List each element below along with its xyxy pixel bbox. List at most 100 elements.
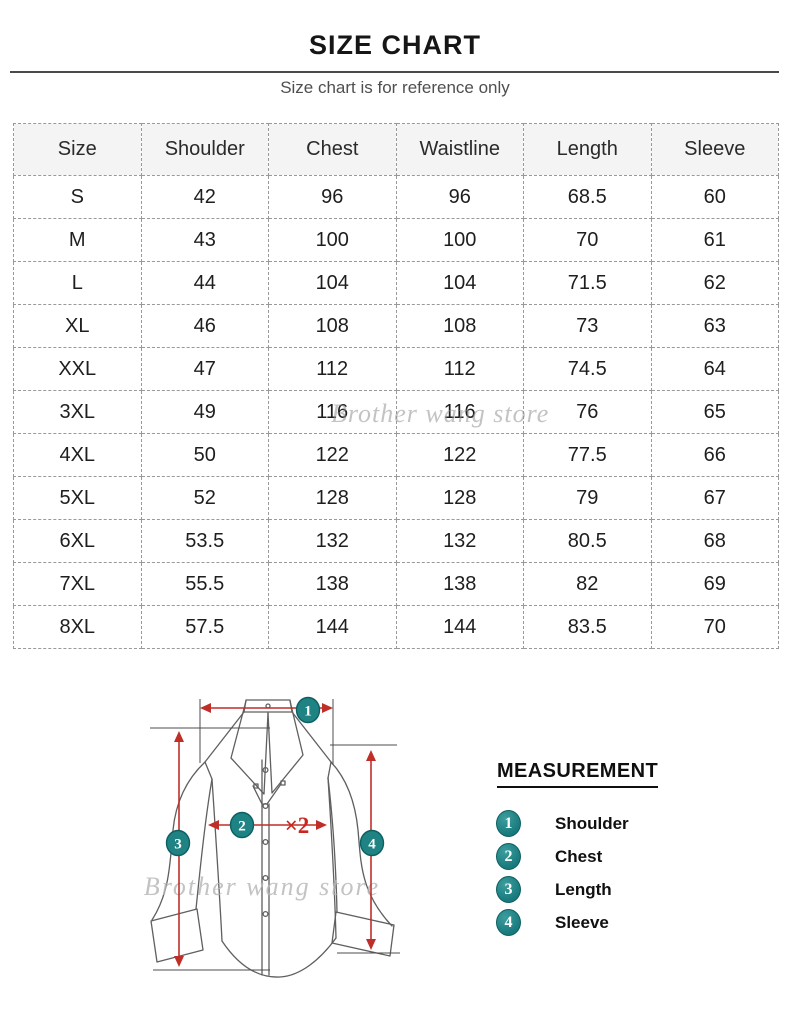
column-header-length: Length xyxy=(523,123,652,176)
table-row: 5XL 52 128 128 79 67 xyxy=(13,476,779,520)
table-cell: 70 xyxy=(650,605,779,649)
table-cell: 104 xyxy=(395,261,524,305)
table-cell: 55.5 xyxy=(140,562,269,606)
table-row: 6XL 53.5 132 132 80.5 68 xyxy=(13,519,779,563)
table-row: M 43 100 100 70 61 xyxy=(13,218,779,262)
page-title: SIZE CHART xyxy=(309,30,481,60)
table-cell: 108 xyxy=(395,304,524,348)
table-cell: 50 xyxy=(140,433,269,477)
table-cell: 66 xyxy=(650,433,779,477)
table-cell: 83.5 xyxy=(523,605,652,649)
svg-text:4: 4 xyxy=(368,837,376,853)
table-cell: 62 xyxy=(650,261,779,305)
watermark-diagram: Brother wang store xyxy=(144,872,380,901)
table-cell: 68 xyxy=(650,519,779,563)
size-table: Size Shoulder Chest Waistline Length Sle… xyxy=(13,123,779,649)
badge-4-sleeve: 4 xyxy=(359,829,385,857)
table-cell: XL xyxy=(13,304,142,348)
table-cell: 52 xyxy=(140,476,269,520)
table-cell: 57.5 xyxy=(140,605,269,649)
table-cell: 116 xyxy=(268,390,397,434)
badge-2-chest: 2 xyxy=(229,811,255,839)
svg-text:1: 1 xyxy=(304,704,312,720)
measurement-legend: 1 Shoulder 2 Chest 3 Length 4 Sleeve xyxy=(496,810,629,942)
table-cell: L xyxy=(13,261,142,305)
table-cell: 69 xyxy=(650,562,779,606)
table-cell: 63 xyxy=(650,304,779,348)
table-cell: 82 xyxy=(523,562,652,606)
table-cell: 68.5 xyxy=(523,175,652,219)
extension-lines xyxy=(150,699,400,971)
header-divider xyxy=(10,71,779,73)
table-cell: 8XL xyxy=(13,605,142,649)
legend-label-length: Length xyxy=(555,879,612,899)
diagram-badges: 1 2 3 4 xyxy=(165,696,385,857)
table-header-row: Size Shoulder Chest Waistline Length Sle… xyxy=(13,123,779,176)
table-cell: 53.5 xyxy=(140,519,269,563)
column-header-size: Size xyxy=(13,123,142,176)
table-cell: 116 xyxy=(395,390,524,434)
size-table-wrap: Size Shoulder Chest Waistline Length Sle… xyxy=(13,123,779,649)
table-cell: 132 xyxy=(268,519,397,563)
legend-badge-1: 1 xyxy=(496,810,521,837)
table-row: XXL 47 112 112 74.5 64 xyxy=(13,347,779,391)
table-cell: 96 xyxy=(395,175,524,219)
table-cell: 79 xyxy=(523,476,652,520)
measurement-heading: MEASUREMENT xyxy=(497,760,659,788)
table-cell: 65 xyxy=(650,390,779,434)
table-row: XL 46 108 108 73 63 xyxy=(13,304,779,348)
table-row: 3XL 49 116 116 76 65 xyxy=(13,390,779,434)
column-header-waistline: Waistline xyxy=(395,123,524,176)
column-header-chest: Chest xyxy=(268,123,397,176)
table-cell: 3XL xyxy=(13,390,142,434)
table-cell: 108 xyxy=(268,304,397,348)
table-cell: 67 xyxy=(650,476,779,520)
shirt-measurement-diagram: Brother wang store xyxy=(144,696,400,978)
svg-text:3: 3 xyxy=(174,837,182,853)
legend-badge-3: 3 xyxy=(496,876,521,903)
table-cell: 6XL xyxy=(13,519,142,563)
table-cell: 71.5 xyxy=(523,261,652,305)
table-row: L 44 104 104 71.5 62 xyxy=(13,261,779,305)
legend-item-length: 3 Length xyxy=(496,876,629,903)
table-cell: 64 xyxy=(650,347,779,391)
legend-label-chest: Chest xyxy=(555,846,603,866)
legend-item-sleeve: 4 Sleeve xyxy=(496,909,629,936)
table-cell: 47 xyxy=(140,347,269,391)
table-cell: 122 xyxy=(268,433,397,477)
legend-item-chest: 2 Chest xyxy=(496,843,629,870)
table-cell: 43 xyxy=(140,218,269,262)
page-subtitle: Size chart is for reference only xyxy=(280,78,510,97)
shirt-outline-drawing xyxy=(150,699,395,978)
table-cell: 73 xyxy=(523,304,652,348)
table-cell: 112 xyxy=(268,347,397,391)
table-cell: 100 xyxy=(268,218,397,262)
table-cell: 138 xyxy=(395,562,524,606)
table-cell: 61 xyxy=(650,218,779,262)
table-cell: XXL xyxy=(13,347,142,391)
table-row: 8XL 57.5 144 144 83.5 70 xyxy=(13,605,779,649)
column-header-sleeve: Sleeve xyxy=(650,123,779,176)
table-cell: 122 xyxy=(395,433,524,477)
table-cell: 5XL xyxy=(13,476,142,520)
column-header-shoulder: Shoulder xyxy=(140,123,269,176)
badge-3-length: 3 xyxy=(165,829,191,857)
table-cell: 7XL xyxy=(13,562,142,606)
table-cell: 46 xyxy=(140,304,269,348)
table-cell: 100 xyxy=(395,218,524,262)
table-cell: 112 xyxy=(395,347,524,391)
table-row: 7XL 55.5 138 138 82 69 xyxy=(13,562,779,606)
table-cell: 76 xyxy=(523,390,652,434)
table-cell: 138 xyxy=(268,562,397,606)
legend-badge-4: 4 xyxy=(496,909,521,936)
table-cell: 80.5 xyxy=(523,519,652,563)
table-cell: 77.5 xyxy=(523,433,652,477)
svg-text:2: 2 xyxy=(238,819,246,835)
chest-multiplier-label: ×2 xyxy=(285,813,310,838)
legend-badge-2: 2 xyxy=(496,843,521,870)
table-cell: 60 xyxy=(650,175,779,219)
size-table-head: Size Shoulder Chest Waistline Length Sle… xyxy=(13,123,779,176)
legend-label-sleeve: Sleeve xyxy=(555,912,609,932)
table-cell: 42 xyxy=(140,175,269,219)
